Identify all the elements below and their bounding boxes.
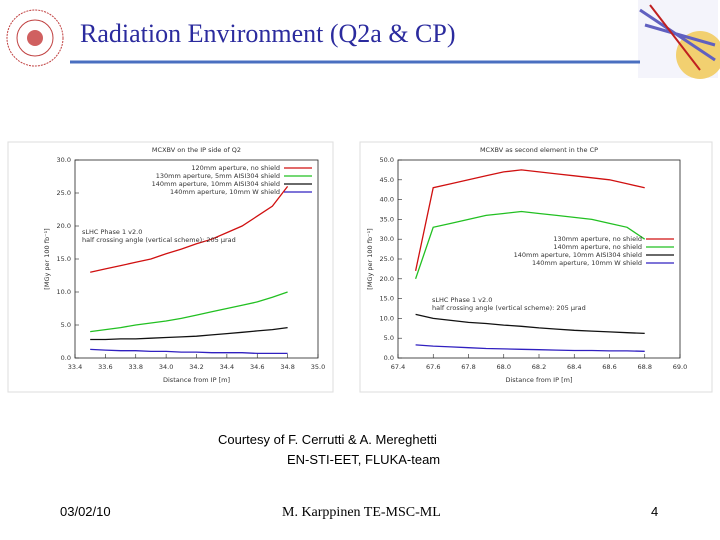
figure-frame [359, 141, 713, 393]
charts: MCXBV on the IP side of Q2 Distance from … [7, 141, 713, 393]
y-tick-label: 25.0 [57, 189, 71, 197]
y-tick-label: 15.0 [57, 255, 71, 263]
x-tick-label: 33.4 [68, 363, 82, 371]
y-tick-label: 20.0 [57, 222, 71, 230]
x-tick-label: 34.0 [159, 363, 173, 371]
annotation: sLHC Phase 1 v2.0 [82, 228, 142, 236]
legend-label: 140mm aperture, 10mm AISI304 shield [152, 180, 280, 188]
figure-frame [7, 141, 334, 393]
credit: Courtesy of F. Cerrutti & A. Mereghetti [218, 432, 437, 447]
x-tick-label: 69.0 [673, 363, 687, 371]
y-tick-label: 25.0 [380, 255, 394, 263]
x-axis-label: Distance from IP [m] [163, 376, 230, 384]
logo [6, 9, 64, 67]
y-tick-label: 40.0 [380, 196, 394, 204]
series-line [415, 313, 645, 335]
chart-title: MCXBV as second element in the CP [480, 146, 598, 154]
legend-label: 130mm aperture, no shield [553, 235, 642, 243]
y-tick-label: 15.0 [380, 295, 394, 303]
x-tick-label: 68.2 [532, 363, 546, 371]
series-line [414, 169, 645, 272]
x-tick-label: 35.0 [311, 363, 325, 371]
y-tick-label: 10.0 [380, 314, 394, 322]
x-tick-label: 68.6 [602, 363, 616, 371]
y-axis-label: [MGy per 100 fb⁻¹] [43, 228, 51, 289]
y-tick-label: 20.0 [380, 275, 394, 283]
series-line [90, 291, 288, 333]
y-tick-label: 50.0 [380, 156, 394, 164]
slide-title: Radiation Environment (Q2a & CP) [80, 19, 456, 48]
x-tick-label: 67.4 [391, 363, 405, 371]
corner-image [638, 0, 720, 79]
legend-label: 130mm aperture, 5mm AISI304 shield [156, 172, 280, 180]
y-tick-label: 30.0 [380, 235, 394, 243]
legend-label: 140mm aperture, 10mm AISI304 shield [514, 251, 642, 259]
annotation: half crossing angle (vertical scheme): 2… [82, 236, 236, 244]
y-axis-label: [MGy per 100 fb⁻¹] [366, 228, 374, 289]
x-axis-label: Distance from IP [m] [506, 376, 573, 384]
y-tick-label: 30.0 [57, 156, 71, 164]
legend-label: 140mm aperture, 10mm W shield [532, 259, 642, 267]
credit: EN-STI-EET, FLUKA-team [287, 452, 440, 467]
x-tick-label: 34.8 [280, 363, 294, 371]
x-tick-label: 34.2 [189, 363, 203, 371]
x-tick-label: 68.4 [567, 363, 581, 371]
series-line [90, 186, 289, 273]
chart-title: MCXBV on the IP side of Q2 [152, 146, 241, 154]
annotation: half crossing angle (vertical scheme): 2… [432, 304, 586, 312]
y-tick-label: 0.0 [384, 354, 394, 362]
legend-label: 140mm aperture, no shield [553, 243, 642, 251]
x-tick-label: 67.8 [461, 363, 475, 371]
x-tick-label: 68.0 [497, 363, 511, 371]
x-tick-label: 67.6 [426, 363, 440, 371]
y-tick-label: 45.0 [380, 176, 394, 184]
y-tick-label: 5.0 [384, 334, 394, 342]
x-tick-label: 33.6 [98, 363, 112, 371]
y-tick-label: 10.0 [57, 288, 71, 296]
page-number: 4 [651, 504, 658, 519]
series-line [414, 210, 646, 280]
x-tick-label: 68.8 [638, 363, 652, 371]
x-tick-label: 34.6 [250, 363, 264, 371]
x-tick-label: 34.4 [220, 363, 234, 371]
x-tick-label: 33.8 [129, 363, 143, 371]
y-tick-label: 35.0 [380, 215, 394, 223]
legend-label: 120mm aperture, no shield [191, 164, 280, 172]
footer-author: M. Karppinen TE-MSC-ML [282, 505, 441, 520]
y-tick-label: 5.0 [61, 321, 71, 329]
series-line [90, 348, 288, 355]
annotation: sLHC Phase 1 v2.0 [432, 296, 492, 304]
legend-label: 140mm aperture, 10mm W shield [170, 188, 280, 196]
series-line [415, 344, 645, 352]
footer-date: 03/02/10 [60, 504, 111, 519]
series-line [90, 326, 288, 341]
y-tick-label: 0.0 [61, 354, 71, 362]
